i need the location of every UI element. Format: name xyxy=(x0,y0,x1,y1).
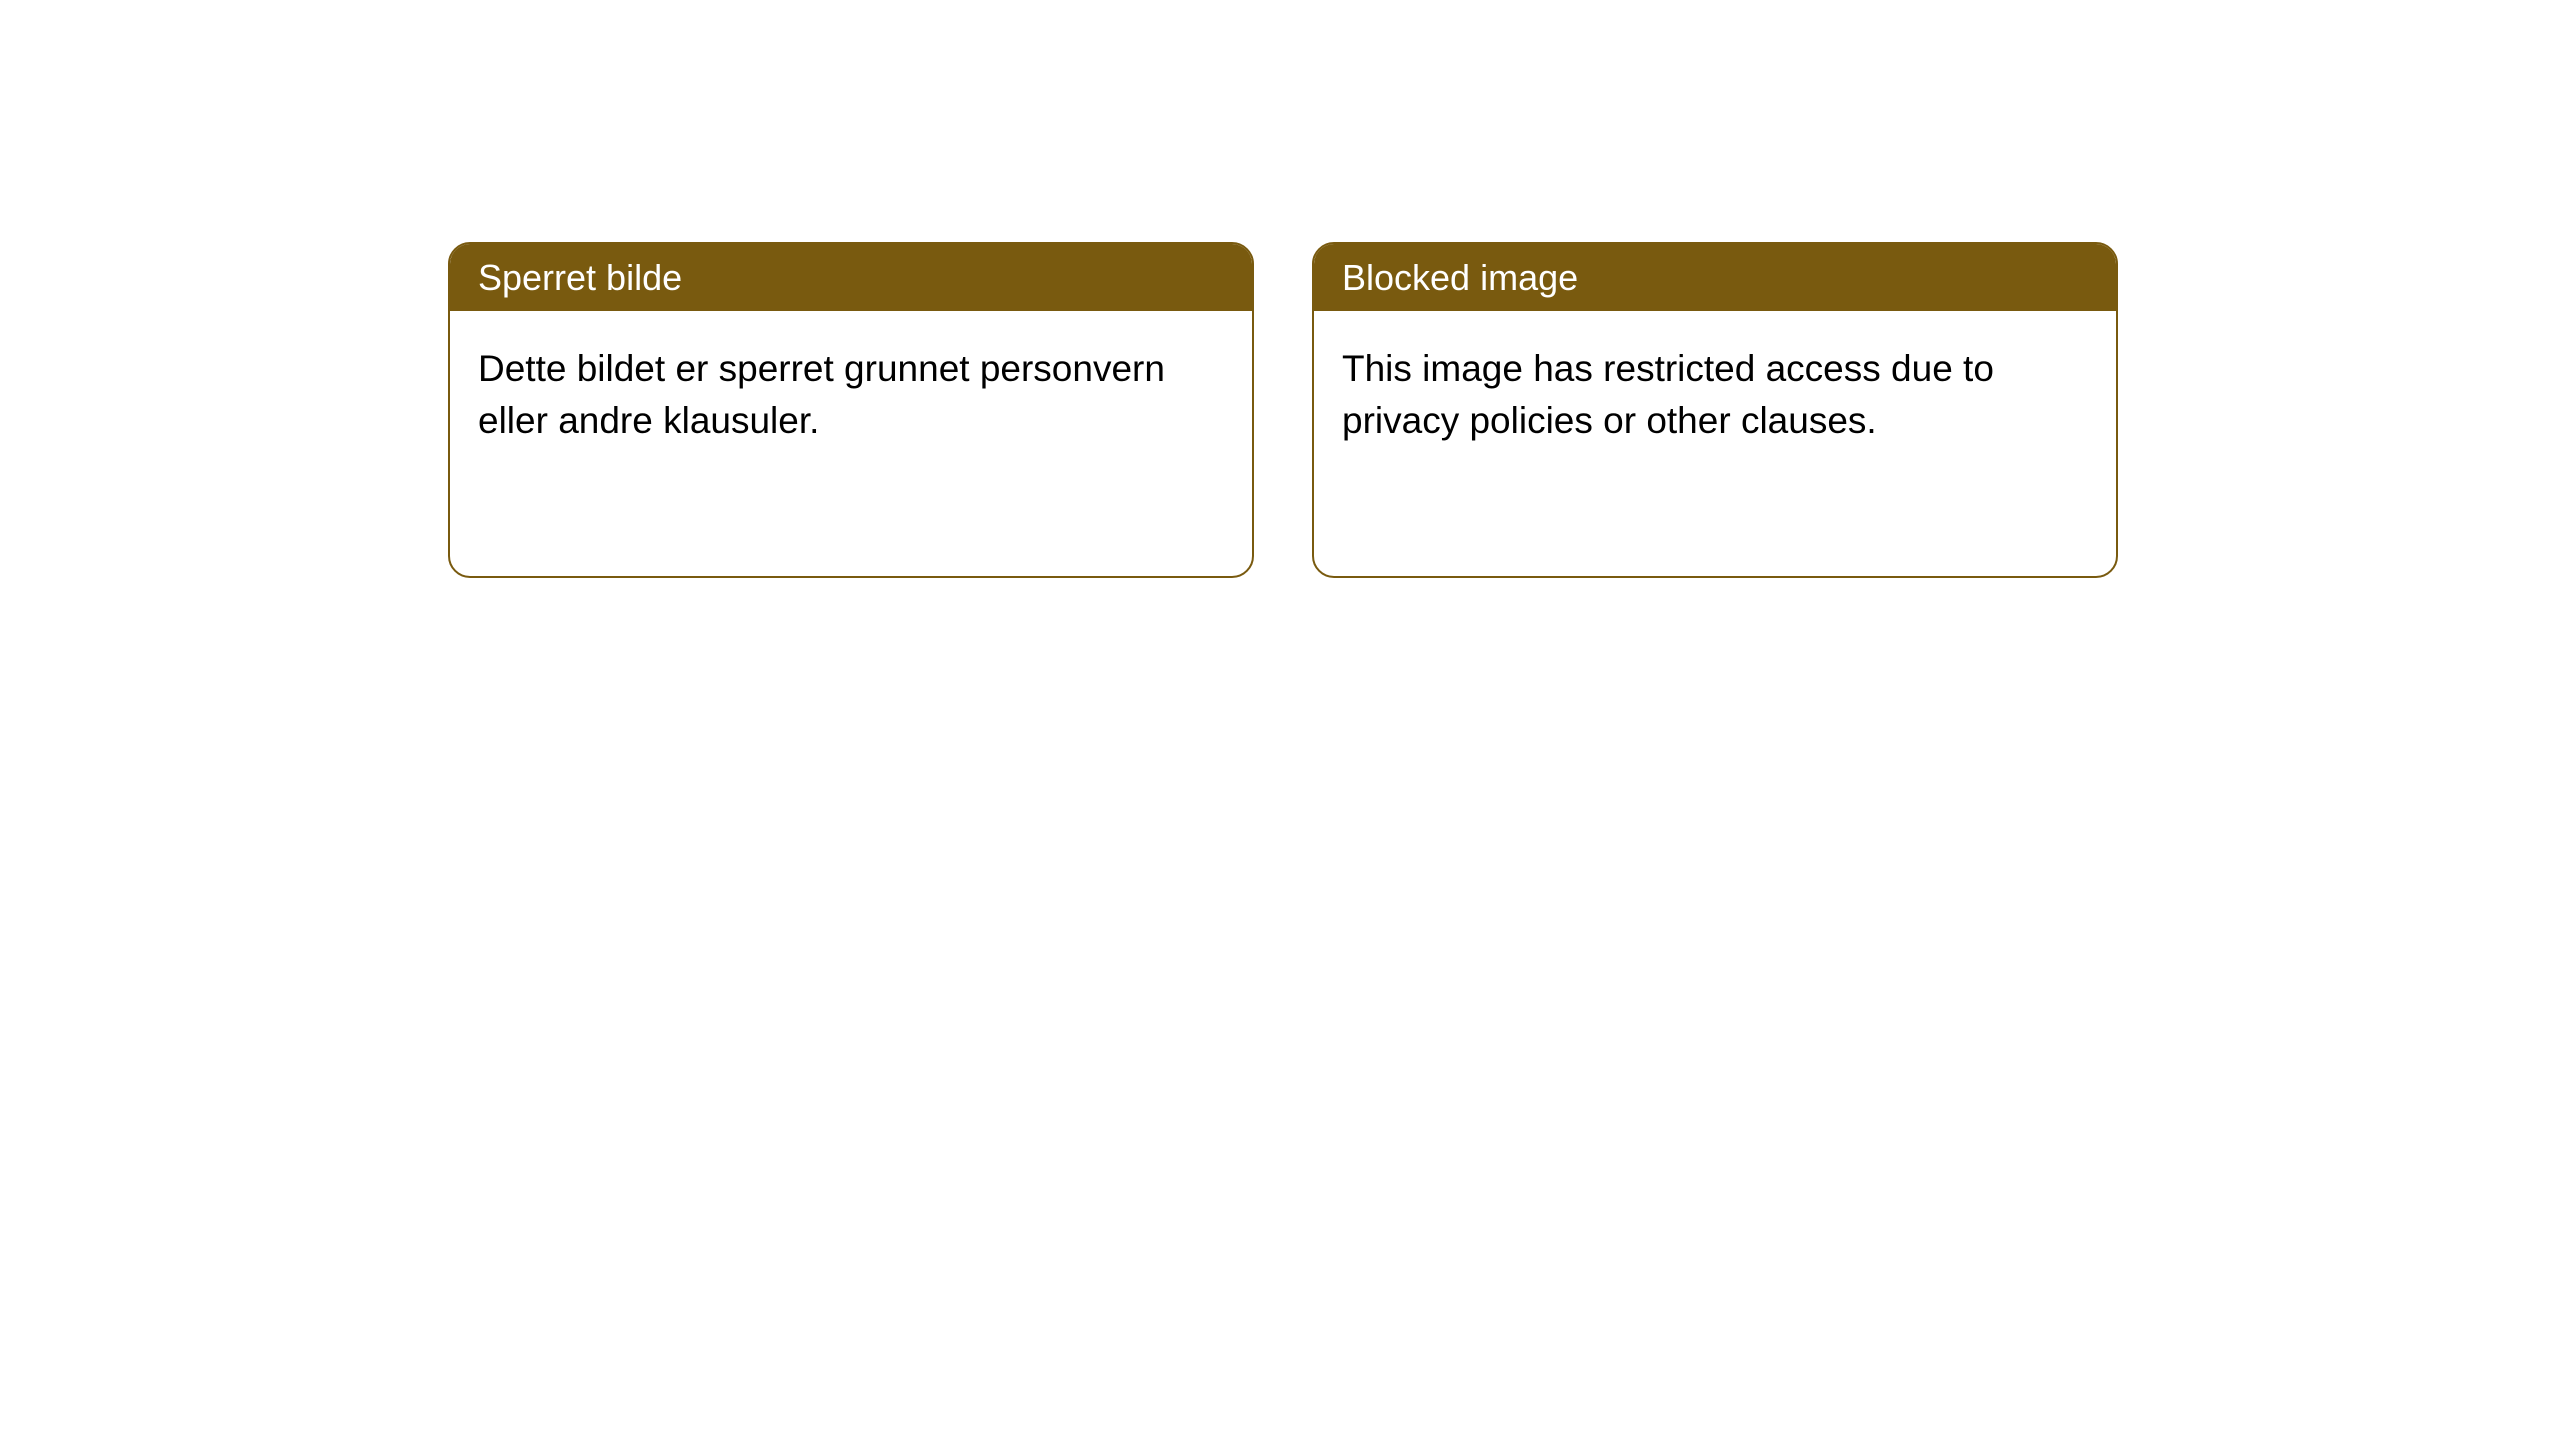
card-body: This image has restricted access due to … xyxy=(1314,311,2116,479)
card-body: Dette bildet er sperret grunnet personve… xyxy=(450,311,1252,479)
card-header: Sperret bilde xyxy=(450,244,1252,311)
notice-cards-container: Sperret bilde Dette bildet er sperret gr… xyxy=(448,242,2118,578)
notice-card-english: Blocked image This image has restricted … xyxy=(1312,242,2118,578)
notice-card-norwegian: Sperret bilde Dette bildet er sperret gr… xyxy=(448,242,1254,578)
card-header: Blocked image xyxy=(1314,244,2116,311)
